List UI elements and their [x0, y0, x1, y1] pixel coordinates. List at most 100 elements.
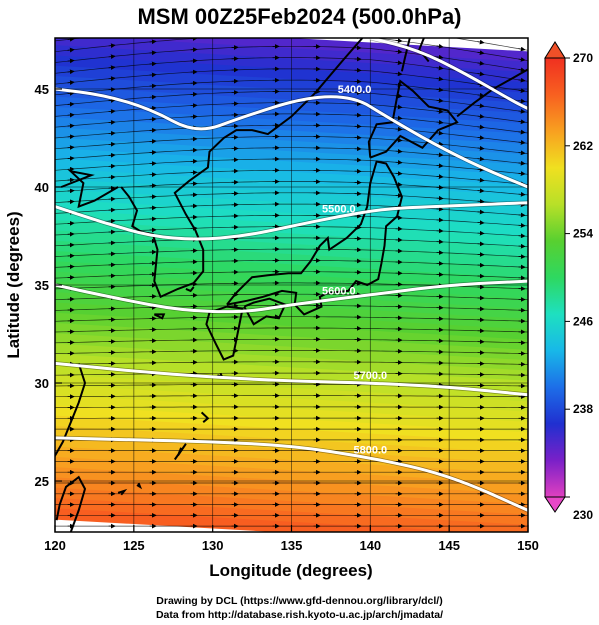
streamline [55, 158, 528, 175]
wind-arrow [436, 163, 444, 169]
wind-arrow [436, 87, 444, 93]
wind-arrow [436, 109, 444, 114]
x-tick-label: 120 [44, 538, 66, 553]
colorbar-tick-label: 238 [573, 402, 593, 416]
wind-arrow [518, 88, 526, 93]
wind-arrow [477, 145, 485, 151]
streamline [55, 169, 528, 185]
x-tick-label: 140 [359, 538, 381, 553]
wind-arrow [477, 156, 485, 162]
coastline [55, 363, 87, 458]
x-tick-label: 125 [123, 538, 145, 553]
wind-arrow [477, 92, 485, 98]
streamline [55, 136, 528, 154]
streamline [55, 316, 528, 322]
x-tick-label: 145 [438, 538, 460, 553]
credit-data: Data from http://database.rish.kyoto-u.a… [155, 609, 444, 621]
wind-arrow [518, 46, 526, 52]
wind-arrow [396, 29, 402, 30]
streamline [55, 327, 528, 333]
wind-arrow [109, 34, 115, 35]
y-tick-label: 45 [35, 82, 49, 97]
coastline [136, 482, 143, 490]
streamline [55, 237, 528, 247]
contour-label: 5700.0 [354, 370, 388, 382]
wind-arrow [67, 91, 75, 96]
wind-arrow [67, 47, 75, 53]
wind-arrow [395, 104, 403, 110]
wind-arrow [395, 60, 403, 66]
wind-arrow [67, 145, 75, 150]
wind-arrow [518, 191, 526, 197]
wind-arrow [108, 109, 116, 114]
wind-arrow [67, 123, 75, 129]
wind-arrow [477, 50, 485, 56]
streamline [55, 38, 528, 61]
y-axis-label: Latitude (degrees) [4, 211, 23, 358]
wind-arrow [395, 49, 403, 55]
wind-arrow [477, 60, 485, 66]
wind-arrow [395, 137, 403, 143]
wind-arrow [477, 71, 485, 77]
wind-arrow [149, 39, 157, 45]
map-title: MSM 00Z25Feb2024 (500.0hPa) [137, 4, 462, 29]
wind-arrow [436, 141, 444, 147]
wind-arrow [518, 171, 526, 176]
y-axis-ticks: 25 30 35 40 45 [35, 82, 62, 489]
wind-arrow [67, 101, 75, 107]
streamline [55, 203, 528, 216]
wind-arrow [518, 202, 526, 208]
x-tick-label: 150 [517, 538, 539, 553]
streamline [55, 383, 528, 387]
height-contour [55, 361, 528, 397]
wind-arrow [149, 72, 157, 78]
wind-arrow [518, 119, 526, 125]
wind-arrow [395, 115, 403, 121]
x-tick-label: 130 [202, 538, 224, 553]
contour-label: 5400.0 [338, 84, 372, 96]
streamline [55, 293, 528, 301]
streamline [55, 271, 528, 279]
colorbar: 230 238 246 254 262 270 [544, 41, 593, 522]
wind-arrow [436, 119, 444, 125]
streamline [55, 124, 528, 144]
colorbar-tick-label: 270 [573, 51, 593, 65]
streamline [55, 192, 528, 206]
wind-arrow [518, 57, 526, 62]
colorbar-ticks: 230 238 246 254 262 270 [565, 51, 593, 522]
streamline [55, 214, 528, 227]
contour-label: 5800.0 [354, 445, 388, 457]
wind-arrow [477, 177, 485, 183]
y-tick-label: 40 [35, 180, 49, 195]
wind-arrow [67, 80, 75, 85]
coastline [60, 169, 119, 209]
wind-arrow [518, 140, 526, 145]
wind-arrow [108, 87, 116, 92]
wind-arrow [149, 50, 157, 56]
streamline [55, 260, 528, 268]
colorbar-tick-label: 246 [573, 314, 593, 328]
streamline [55, 350, 528, 354]
colorbar-tick-label: 254 [573, 227, 593, 241]
wind-arrow [477, 188, 485, 194]
wind-arrow [395, 38, 403, 43]
wind-arrow [436, 65, 444, 71]
wind-arrow [518, 150, 526, 156]
coastline [153, 313, 166, 320]
streamline [55, 113, 528, 134]
wind-arrow [67, 58, 75, 64]
wind-arrow [436, 174, 444, 179]
coastline [243, 297, 287, 326]
y-tick-label: 35 [35, 278, 49, 293]
wind-arrow [149, 61, 157, 67]
credit-drawing: Drawing by DCL (https://www.gfd-dennou.o… [156, 595, 443, 607]
wind-arrow [108, 43, 116, 49]
wind-arrow [67, 38, 75, 42]
wind-arrow [518, 98, 526, 104]
wind-arrow [395, 93, 403, 99]
coastline [400, 38, 411, 72]
wind-arrow [108, 54, 116, 60]
streamline [55, 338, 528, 344]
y-tick-label: 25 [35, 474, 49, 489]
